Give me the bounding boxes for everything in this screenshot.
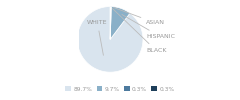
Text: HISPANIC: HISPANIC [122,14,175,39]
Polygon shape [110,7,111,39]
Polygon shape [110,7,111,39]
Legend: 89.7%, 9.7%, 0.3%, 0.3%: 89.7%, 9.7%, 0.3%, 0.3% [63,84,177,94]
Polygon shape [77,7,143,72]
Text: ASIAN: ASIAN [114,8,165,26]
Text: WHITE: WHITE [87,20,108,55]
Text: BLACK: BLACK [113,8,167,53]
Polygon shape [110,7,130,39]
